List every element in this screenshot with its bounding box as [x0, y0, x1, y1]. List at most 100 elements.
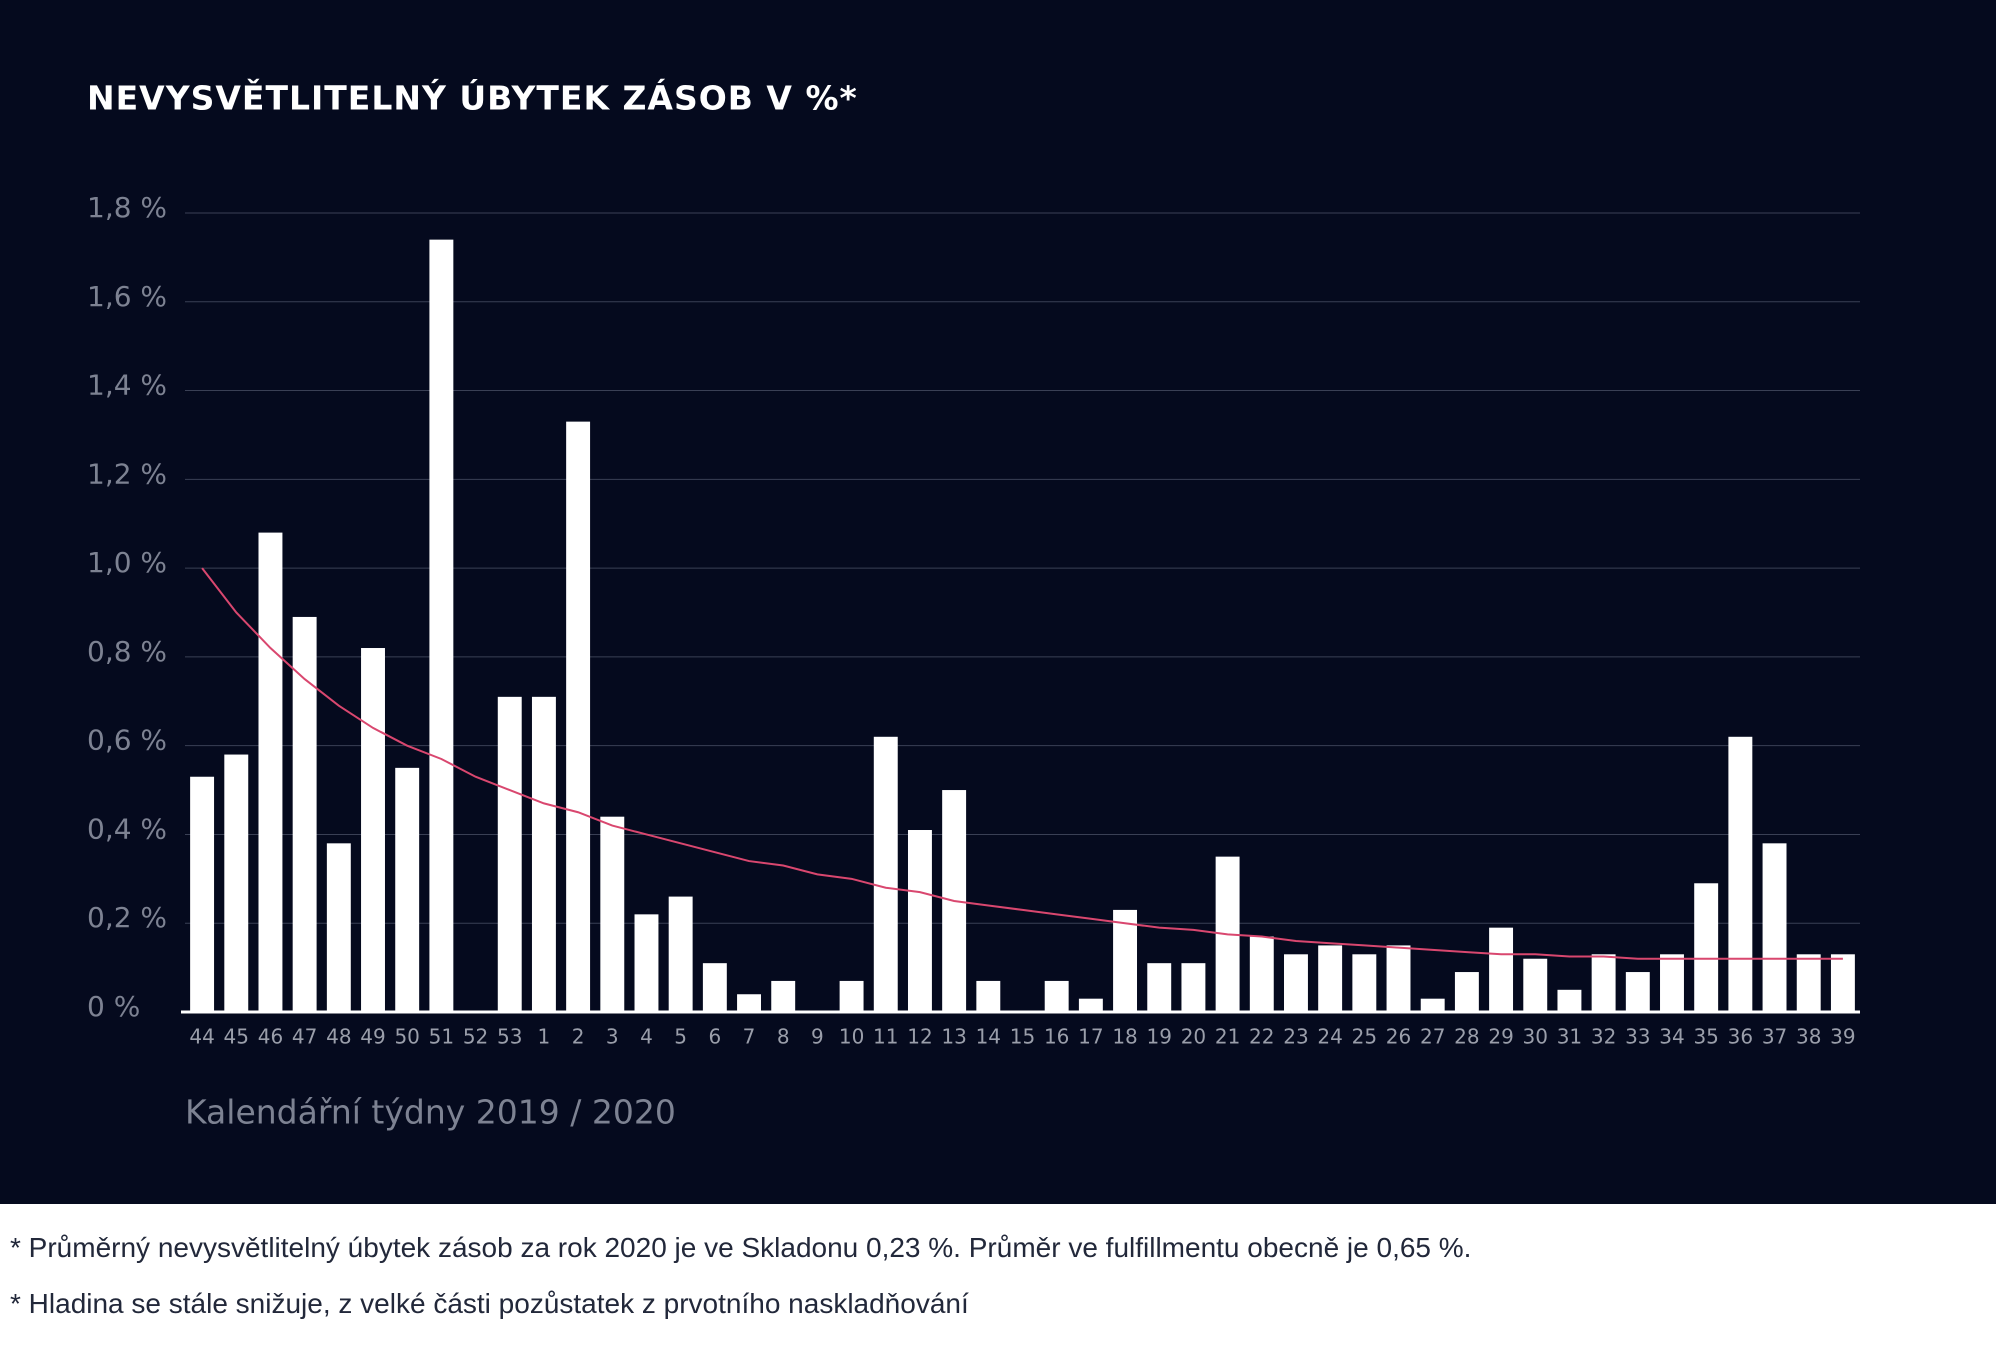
bar: [1523, 958, 1548, 1012]
bar: [1489, 927, 1514, 1012]
x-tick-label: 18: [1112, 1025, 1137, 1049]
bar: [1762, 843, 1787, 1012]
bar: [429, 239, 454, 1013]
bar: [1044, 980, 1069, 1012]
bar: [1147, 963, 1172, 1012]
x-tick-label: 27: [1420, 1025, 1445, 1049]
x-axis-title: Kalendářní týdny 2019 / 2020: [185, 1093, 676, 1132]
x-tick-label: 7: [743, 1025, 756, 1049]
footnote: * Hladina se stále snižuje, z velké část…: [10, 1288, 969, 1319]
bar: [497, 696, 522, 1012]
y-tick-label: 0,2 %: [87, 901, 167, 934]
x-tick-label: 36: [1728, 1025, 1753, 1049]
bar: [395, 767, 420, 1012]
bar: [1078, 998, 1103, 1012]
y-tick-label: 0,4 %: [87, 812, 167, 845]
x-tick-label: 52: [463, 1025, 488, 1049]
x-tick-label: 17: [1078, 1025, 1103, 1049]
x-tick-label: 34: [1659, 1025, 1684, 1049]
bar: [839, 980, 864, 1012]
x-tick-label: 13: [941, 1025, 966, 1049]
bar: [1284, 954, 1308, 1012]
x-tick-label: 24: [1317, 1025, 1342, 1049]
x-tick-label: 19: [1147, 1025, 1172, 1049]
x-tick-label: 20: [1181, 1025, 1206, 1049]
x-tick-label: 8: [777, 1025, 790, 1049]
bar: [566, 421, 591, 1012]
x-tick-label: 38: [1796, 1025, 1821, 1049]
bar: [702, 963, 727, 1012]
x-tick-label: 39: [1830, 1025, 1855, 1049]
y-tick-label: 0,6 %: [87, 724, 167, 757]
x-tick-label: 21: [1215, 1025, 1240, 1049]
bar: [600, 816, 625, 1012]
x-tick-label: 9: [811, 1025, 824, 1049]
trend-line: [201, 567, 1843, 960]
bar: [1694, 883, 1719, 1012]
bar: [1318, 945, 1343, 1012]
bar: [1796, 954, 1821, 1012]
footnotes: * Průměrný nevysvětlitelný úbytek zásob …: [10, 1226, 1471, 1338]
y-tick-label: 0 %: [87, 990, 140, 1023]
bar: [1557, 989, 1582, 1012]
x-tick-label: 2: [572, 1025, 585, 1049]
bar: [292, 616, 317, 1012]
y-tick-label: 0,8 %: [87, 635, 167, 668]
x-tick-label: 4: [640, 1025, 653, 1049]
bar: [1386, 945, 1411, 1012]
y-tick-label: 1,2 %: [87, 457, 167, 490]
bar: [1454, 972, 1479, 1012]
y-tick-label: 1,6 %: [87, 280, 167, 313]
x-tick-label: 45: [224, 1025, 249, 1049]
chart-background: [0, 0, 1996, 1204]
x-tick-label: 3: [606, 1025, 619, 1049]
bar: [1113, 909, 1138, 1012]
x-tick-label: 35: [1693, 1025, 1718, 1049]
bar: [737, 994, 761, 1012]
bar: [1728, 736, 1753, 1012]
chart-title: NEVYSVĚTLITELNÝ ÚBYTEK ZÁSOB V %*: [87, 78, 858, 118]
bar: [634, 914, 659, 1012]
x-tick-label: 30: [1523, 1025, 1548, 1049]
x-tick-label: 31: [1557, 1025, 1582, 1049]
x-tick-label: 28: [1454, 1025, 1479, 1049]
bar: [873, 736, 898, 1012]
x-tick-label: 46: [258, 1025, 283, 1049]
bar: [1420, 998, 1445, 1012]
bar: [771, 980, 796, 1012]
x-tick-label: 5: [674, 1025, 687, 1049]
x-tick-label: 37: [1762, 1025, 1787, 1049]
x-tick-label: 49: [360, 1025, 385, 1049]
x-tick-label: 53: [497, 1025, 522, 1049]
bar: [907, 830, 932, 1012]
x-tick-label: 47: [292, 1025, 317, 1049]
bar: [224, 754, 249, 1012]
bar: [976, 980, 1001, 1012]
x-tick-label: 29: [1488, 1025, 1513, 1049]
bar: [361, 648, 385, 1012]
x-tick-label: 44: [189, 1025, 214, 1049]
x-tick-label: 12: [907, 1025, 932, 1049]
y-tick-label: 1,8 %: [87, 191, 167, 224]
x-tick-label: 51: [429, 1025, 454, 1049]
x-tick-label: 14: [976, 1025, 1001, 1049]
bar: [1660, 954, 1684, 1012]
y-tick-label: 1,4 %: [87, 369, 167, 402]
x-tick-label: 25: [1352, 1025, 1377, 1049]
bar: [1352, 954, 1377, 1012]
bar: [1181, 963, 1206, 1012]
x-tick-label: 33: [1625, 1025, 1650, 1049]
bar: [668, 896, 693, 1012]
x-tick-label: 1: [538, 1025, 551, 1049]
footnote: * Průměrný nevysvětlitelný úbytek zásob …: [10, 1232, 1472, 1263]
bar: [258, 532, 283, 1012]
x-tick-label: 22: [1249, 1025, 1274, 1049]
bar: [1830, 954, 1855, 1012]
x-tick-label: 16: [1044, 1025, 1069, 1049]
x-tick-label: 11: [873, 1025, 898, 1049]
bar: [1625, 972, 1650, 1012]
y-tick-label: 1,0 %: [87, 546, 167, 579]
x-tick-label: 6: [708, 1025, 721, 1049]
chart: NEVYSVĚTLITELNÝ ÚBYTEK ZÁSOB V %* Kalend…: [0, 0, 1996, 1204]
